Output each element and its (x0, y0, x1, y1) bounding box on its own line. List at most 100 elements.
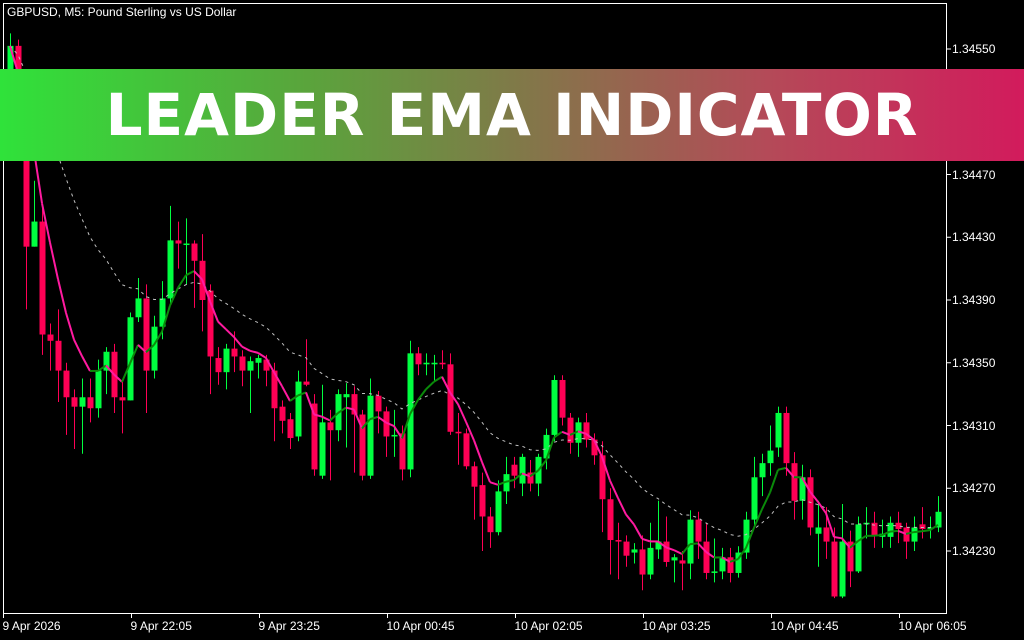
candle (735, 546, 742, 578)
bull-candle-body (551, 380, 558, 435)
bull-candle-body (159, 298, 166, 327)
candle (847, 530, 854, 588)
candle (455, 412, 462, 465)
title-banner: LEADER EMA INDICATOR (0, 69, 1024, 161)
leader-ema-down-segment (641, 537, 651, 543)
leader-ema-down-segment (809, 491, 819, 503)
candle (303, 339, 310, 387)
leader-ema-down-segment (897, 529, 907, 535)
leader-ema-down-segment (481, 461, 491, 483)
time-label: 10 Apr 03:25 (642, 619, 711, 633)
candle (359, 409, 366, 481)
leader-ema-up-segment (737, 547, 747, 560)
bull-candle-body (391, 434, 398, 437)
time-label: 10 Apr 00:45 (386, 619, 455, 633)
leader-ema-up-segment (169, 287, 179, 306)
leader-ema-up-segment (401, 413, 411, 439)
leader-ema-up-segment (145, 344, 155, 353)
leader-ema-up-segment (497, 480, 507, 486)
price-label: 1.34350 (952, 355, 996, 370)
bear-candle-body (639, 549, 646, 575)
leader-ema-up-segment (129, 344, 139, 364)
candle (679, 551, 686, 591)
bull-candle-body (759, 463, 766, 478)
leader-ema-down-segment (377, 416, 387, 424)
candle (791, 452, 798, 520)
candle (375, 390, 382, 434)
leader-ema-up-segment (881, 530, 891, 537)
candle (871, 511, 878, 548)
bear-candle-body (175, 240, 182, 244)
bear-candle-body (415, 353, 422, 365)
leader-ema-up-segment (545, 437, 555, 461)
leader-ema-down-segment (625, 513, 635, 526)
candle (463, 428, 470, 470)
bear-candle-body (311, 403, 318, 470)
candles-layer (7, 33, 942, 599)
candle (143, 284, 150, 413)
bull-candle-body (671, 557, 678, 561)
candle (479, 472, 486, 551)
bear-candle-body (447, 364, 454, 432)
leader-ema-down-segment (273, 371, 283, 387)
candle (431, 354, 438, 382)
candle (71, 389, 78, 450)
leader-ema-down-segment (57, 278, 67, 314)
bear-candle-body (207, 290, 214, 357)
candle (863, 507, 870, 539)
bear-candle-body (527, 472, 534, 484)
candle (415, 347, 422, 376)
leader-ema-down-segment (305, 392, 315, 415)
candle (39, 205, 46, 355)
leader-ema-up-segment (873, 534, 883, 537)
bear-candle-body (87, 397, 94, 409)
candle (327, 409, 334, 481)
bull-candle-body (79, 397, 86, 407)
bull-candle-body (295, 381, 302, 437)
bull-candle-body (103, 351, 110, 371)
leader-ema-down-segment (65, 312, 75, 340)
candle (671, 554, 678, 583)
bull-candle-body (935, 511, 942, 528)
leader-ema-up-segment (905, 531, 915, 535)
leader-ema-down-segment (105, 364, 115, 376)
bull-candle-body (127, 317, 134, 401)
candle (623, 535, 630, 567)
candle (495, 480, 502, 536)
leader-ema-up-segment (97, 364, 107, 372)
bull-candle-body (799, 477, 806, 501)
bull-candle-body (151, 326, 158, 371)
leader-ema-down-segment (473, 440, 483, 463)
bull-candle-body (711, 571, 718, 573)
leader-ema-down-segment (833, 536, 843, 540)
bull-candle-body (855, 524, 862, 572)
bear-candle-body (583, 422, 590, 440)
bull-candle-body (655, 541, 662, 550)
leader-ema-down-segment (521, 472, 531, 478)
candle (255, 354, 262, 379)
candle (167, 205, 174, 304)
bear-candle-body (71, 397, 78, 407)
bull-candle-body (503, 474, 510, 492)
candle (111, 343, 118, 413)
candle (439, 350, 446, 370)
candle (487, 507, 494, 548)
bear-candle-body (591, 439, 598, 456)
leader-ema-up-segment (913, 530, 923, 534)
leader-ema-up-segment (729, 558, 739, 563)
price-label: 1.34230 (952, 544, 996, 558)
candle (135, 278, 142, 322)
leader-ema-down-segment (705, 551, 715, 559)
leader-ema-up-segment (769, 469, 779, 493)
candle (799, 464, 806, 520)
leader-ema-up-segment (297, 391, 307, 397)
leader-ema-down-segment (73, 339, 83, 357)
bull-candle-body (7, 45, 14, 70)
candle (503, 456, 510, 504)
leader-ema-down-segment (817, 501, 827, 514)
leader-ema-down-segment (825, 512, 835, 538)
leader-ema-down-segment (585, 432, 595, 441)
leader-ema-down-segment (265, 357, 275, 373)
bear-candle-body (471, 466, 478, 487)
bull-candle-body (247, 361, 254, 371)
